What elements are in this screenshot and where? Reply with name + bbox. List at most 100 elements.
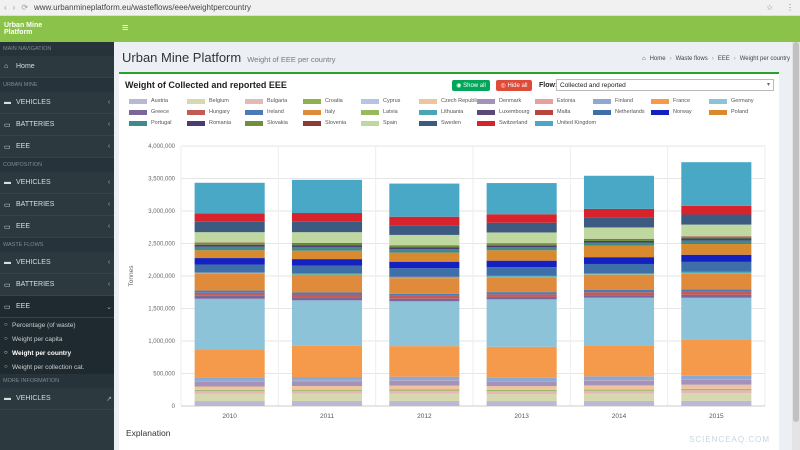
legend-item[interactable]: Norway [651,109,692,115]
legend-item[interactable]: Czech Republic [419,98,480,104]
legend-item[interactable]: Greece [129,109,169,115]
legend-item[interactable]: Italy [303,109,335,115]
submenu-weight-per-collection[interactable]: ○ Weight per collection cat. [0,360,114,374]
reload-icon[interactable]: ⟳ [21,3,29,12]
legend-item[interactable]: Belgium [187,98,229,104]
legend-item[interactable]: France [651,98,690,104]
sidebar-item-comp-vehicles[interactable]: ▬ VEHICLES ‹ [0,172,114,194]
bar-segment [681,254,752,262]
bar-segment [583,208,655,218]
legend-item[interactable]: Estonia [535,98,575,104]
submenu-weight-per-capita[interactable]: ○ Weight per capita [0,332,114,346]
sidebar-item-wf-batteries[interactable]: ▭ BATTERIES ‹ [0,274,114,296]
hide-all-button[interactable]: ◎ Hide all [496,80,532,91]
breadcrumb-home[interactable]: Home [649,56,666,62]
sidebar-item-comp-batteries[interactable]: ▭ BATTERIES ‹ [0,194,114,216]
laptop-icon: ▭ [4,143,11,151]
sidebar-item-home[interactable]: ⌂ Home [0,56,114,78]
legend-item[interactable]: Switzerland [477,120,527,126]
submenu-percentage[interactable]: ○ Percentage (of waste) [0,318,114,332]
flow-label: Flow: [539,82,558,89]
legend-item[interactable]: Austria [129,98,168,104]
bar-segment [291,381,363,386]
bar-segment [583,393,655,401]
breadcrumb-waste-flows[interactable]: Waste flows [675,56,708,62]
show-all-button[interactable]: ◉ Show all [452,80,490,91]
legend-item[interactable]: Slovenia [303,120,346,126]
top-navbar: ≡ [114,16,800,42]
legend-label: Malta [557,109,571,115]
bar-segment [291,246,363,251]
breadcrumb-eee[interactable]: EEE [717,56,730,62]
legend-item[interactable]: Germany [709,98,754,104]
chevron-left-icon: ‹ [107,121,111,128]
bookmark-star-icon[interactable]: ☆ [766,3,774,12]
sidebar: Urban Mine Platform Main navigation ⌂ Hom… [0,16,114,450]
legend-item[interactable]: Malta [535,109,570,115]
legend-swatch [593,98,611,104]
legend-item[interactable]: Sweden [419,120,461,126]
sidebar-item-um-batteries[interactable]: ▭ BATTERIES ‹ [0,114,114,136]
bar-segment [681,390,752,394]
legend-label: United Kingdom [557,120,597,126]
back-icon[interactable]: ‹ [4,3,7,12]
legend-item[interactable]: Portugal [129,120,172,126]
bar-segment [194,298,265,350]
legend-item[interactable]: Hungary [187,109,230,115]
legend-item[interactable]: Romania [187,120,231,126]
sidebar-item-wf-eee[interactable]: ▭ EEE ⌄ [0,296,114,318]
bar-segment [486,401,557,406]
bar-segment [583,240,655,243]
legend-item[interactable]: Lithuania [419,109,463,115]
address-bar[interactable]: www.urbanmineplatform.eu/wasteflows/eee/… [34,3,251,12]
legend-item[interactable]: Finland [593,98,633,104]
bar-segment [389,245,460,248]
legend-item[interactable]: Slovakia [245,120,288,126]
bar-segment [681,238,752,241]
browser-menu-icon[interactable]: ⋮ [786,3,794,12]
legend-item[interactable]: Denmark [477,98,521,104]
scrollbar-thumb[interactable] [793,42,799,422]
submenu-weight-per-country[interactable]: ○ Weight per country [0,346,114,360]
legend-item[interactable]: Luxembourg [477,109,530,115]
bar-segment [194,393,265,402]
legend-item[interactable]: Bulgaria [245,98,287,104]
bar-segment [389,385,460,390]
legend-swatch [129,98,147,104]
forward-icon[interactable]: › [12,3,16,12]
flow-select[interactable]: Collected and reported ▾ [556,79,774,91]
legend-item[interactable]: Spain [361,120,397,126]
sidebar-item-comp-eee[interactable]: ▭ EEE ‹ [0,216,114,238]
legend-item[interactable]: Poland [709,109,748,115]
y-tick-label: 3,000,000 [148,209,175,215]
bar-segment [681,380,752,385]
legend-swatch [709,98,727,104]
legend-item[interactable]: Croatia [303,98,343,104]
bar-segment [291,390,363,394]
bar-segment [583,390,655,394]
bar-segment [291,345,363,378]
circle-icon: ○ [4,336,8,342]
sidebar-item-wf-vehicles[interactable]: ▬ VEHICLES ‹ [0,252,114,274]
external-link-icon: ↗ [106,395,112,403]
bar-segment [681,400,752,406]
legend-label: Greece [151,109,170,115]
page-scrollbar[interactable] [792,42,800,450]
legend-item[interactable]: United Kingdom [535,120,596,126]
legend-item[interactable]: Cyprus [361,98,400,104]
sidebar-item-um-eee[interactable]: ▭ EEE ‹ [0,136,114,158]
legend-item[interactable]: Ireland [245,109,284,115]
bar-segment [681,339,752,376]
legend-item[interactable]: Netherlands [593,109,645,115]
hamburger-menu-icon[interactable]: ≡ [122,22,129,34]
bar-segment [389,268,460,277]
sidebar-item-um-vehicles[interactable]: ▬ VEHICLES ‹ [0,92,114,114]
section-urban-mine: Urban mine [0,78,114,92]
breadcrumb-separator: › [733,56,736,62]
logo[interactable]: Urban Mine Platform [0,16,114,42]
chevron-left-icon: ‹ [107,143,111,150]
section-composition: Composition [0,158,114,172]
legend-item[interactable]: Latvia [361,109,398,115]
bar-segment [681,273,752,290]
sidebar-item-more-vehicles[interactable]: ▬ VEHICLES ↗ [0,388,114,410]
